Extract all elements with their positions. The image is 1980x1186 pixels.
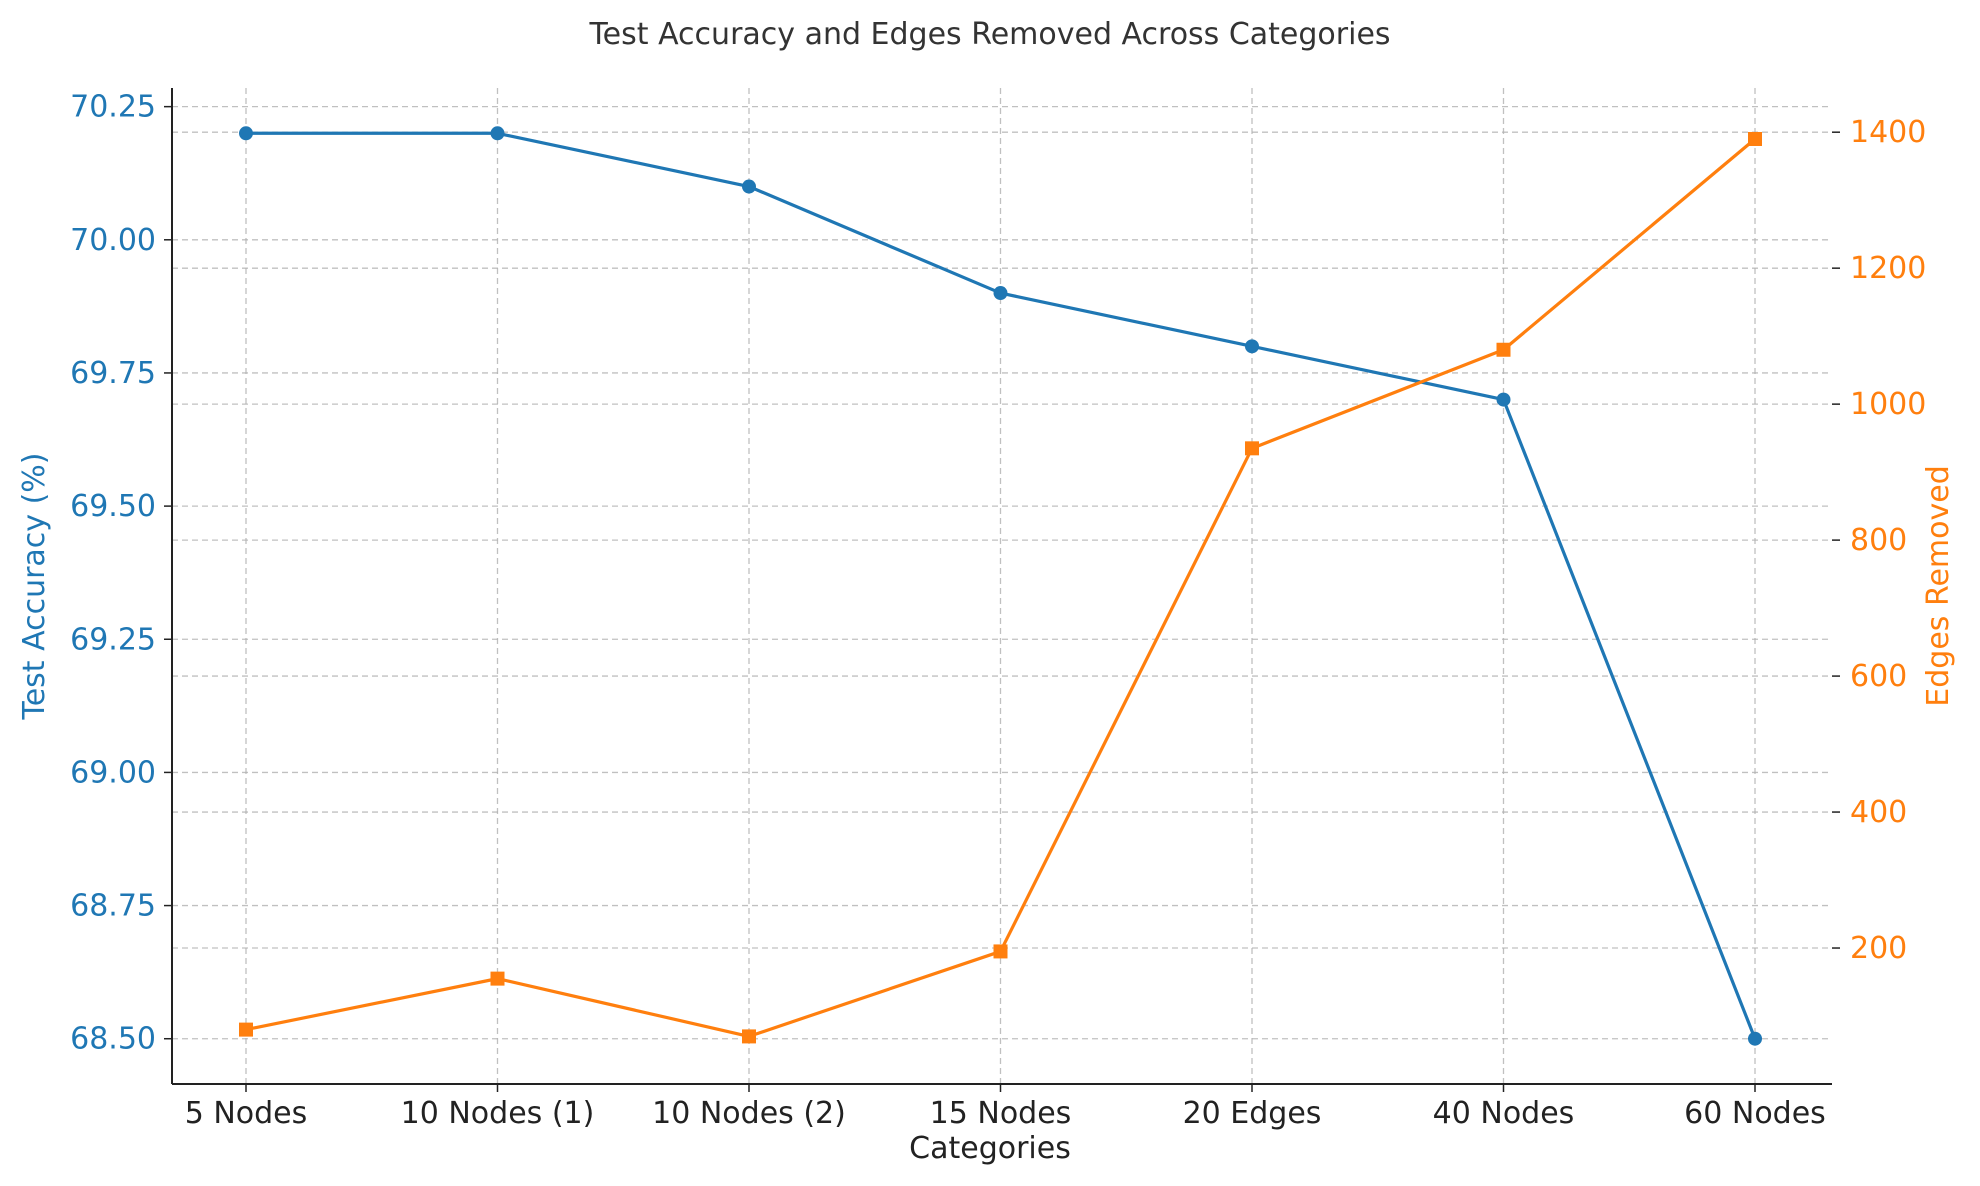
y-left-tick-label: 69.25 [70, 622, 156, 657]
y-right-tick-label: 200 [1850, 931, 1907, 966]
accuracy-point [490, 126, 505, 141]
x-axis-title: Categories [909, 1131, 1071, 1166]
edges-removed-point [993, 944, 1008, 959]
accuracy-point [1245, 339, 1259, 354]
accuracy-point [742, 179, 756, 194]
tick-labels: 5 Nodes 10 Nodes (1) 10 Nodes (2) 15 Nodes 2… [70, 90, 1926, 1131]
edges-removed-point [239, 1022, 253, 1037]
y-left-tick-label: 70.25 [70, 90, 156, 125]
chart-title: Test Accuracy and Edges Removed Across C… [588, 17, 1390, 52]
accuracy-point [1748, 1031, 1762, 1046]
axes [164, 88, 1840, 1092]
accuracy-point [993, 286, 1008, 301]
x-tick-label: 40 Nodes [1433, 1096, 1575, 1131]
edges-removed-point [742, 1029, 756, 1044]
accuracy-point [239, 126, 253, 141]
y-right-tick-label: 800 [1850, 523, 1907, 558]
y-axis-left-title: Test Accuracy (%) [17, 452, 52, 720]
x-tick-label: 15 Nodes [930, 1096, 1072, 1131]
x-tick-label: 5 Nodes [185, 1096, 308, 1131]
edges-removed-point [1748, 131, 1762, 146]
y-right-tick-label: 600 [1850, 659, 1907, 694]
edges-removed-point [1496, 342, 1511, 357]
accuracy-point [1496, 392, 1511, 407]
x-tick-label: 10 Nodes (1) [401, 1096, 595, 1131]
y-left-tick-label: 69.50 [70, 489, 156, 524]
y-right-tick-label: 1200 [1850, 251, 1926, 286]
y-left-tick-label: 68.50 [70, 1022, 156, 1057]
y-left-tick-label: 69.75 [70, 356, 156, 391]
y-axis-right-title: Edges Removed [1921, 465, 1956, 706]
y-left-tick-label: 68.75 [70, 889, 156, 924]
x-tick-label: 60 Nodes [1684, 1096, 1826, 1131]
y-left-tick-label: 69.00 [70, 755, 156, 790]
series [239, 126, 1762, 1046]
y-left-tick-label: 70.00 [70, 223, 156, 258]
y-right-tick-label: 1400 [1850, 115, 1926, 150]
grid [172, 88, 1832, 1084]
x-tick-label: 10 Nodes (2) [652, 1096, 846, 1131]
edges-removed-point [490, 971, 505, 986]
y-right-tick-label: 1000 [1850, 387, 1926, 422]
y-right-tick-label: 400 [1850, 795, 1907, 830]
x-tick-label: 20 Edges [1183, 1096, 1322, 1131]
edges-removed-point [1245, 441, 1259, 456]
